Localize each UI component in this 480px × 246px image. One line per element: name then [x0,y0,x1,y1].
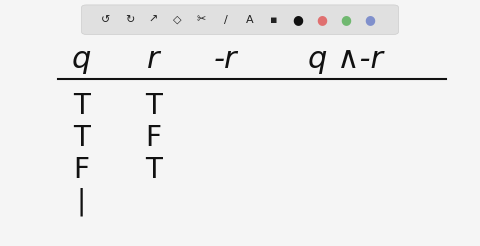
Text: F: F [145,124,162,152]
Text: T: T [73,124,90,152]
Text: r: r [147,45,160,74]
FancyBboxPatch shape [82,5,398,34]
Text: /: / [224,15,228,25]
Text: T: T [73,92,90,120]
Text: ◇: ◇ [173,15,182,25]
Text: T: T [145,92,162,120]
Text: ↗: ↗ [149,15,158,25]
Text: A: A [246,15,253,25]
Text: T: T [145,156,162,184]
Text: q ∧-r: q ∧-r [308,45,383,74]
Text: q: q [72,45,91,74]
Text: ↺: ↺ [101,15,110,25]
Text: ●: ● [364,13,375,26]
Text: ●: ● [316,13,327,26]
Text: ✂: ✂ [197,15,206,25]
Text: ▪: ▪ [270,15,277,25]
Text: ●: ● [292,13,303,26]
Text: |: | [77,187,86,216]
Text: F: F [73,156,90,184]
Text: ↻: ↻ [125,15,134,25]
Text: ●: ● [340,13,351,26]
Text: -r: -r [214,45,237,74]
